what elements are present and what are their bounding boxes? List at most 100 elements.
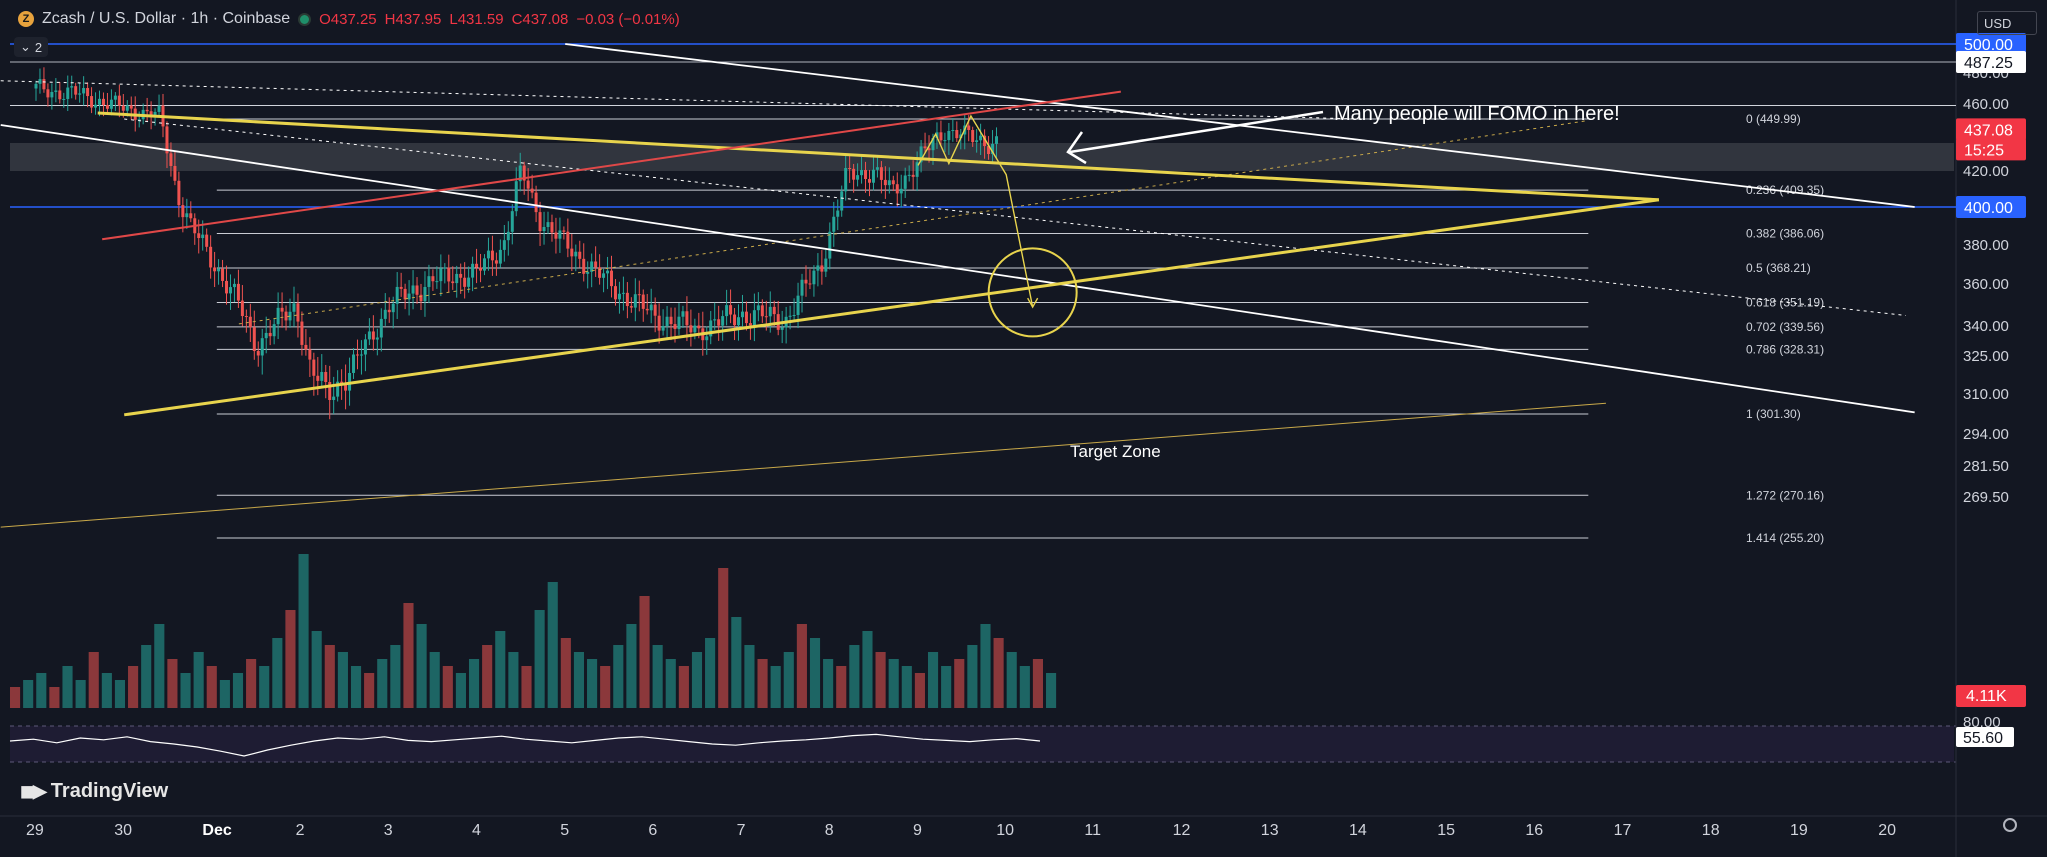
candle-body xyxy=(685,311,689,326)
candle-body xyxy=(625,292,629,307)
candle-body xyxy=(987,146,991,155)
candle-body xyxy=(320,371,324,381)
time-tick-20: 19 xyxy=(1790,822,1808,839)
candle-body xyxy=(276,307,280,325)
candle-body xyxy=(471,263,475,278)
candle-body xyxy=(240,300,244,317)
volume-bar xyxy=(626,624,637,708)
indicators-toggle[interactable]: ⌄ 2 xyxy=(14,37,49,57)
candle-body xyxy=(367,331,371,340)
candle-body xyxy=(332,396,336,401)
candle-body xyxy=(590,261,594,272)
fib-level-label-3: 0.5 (368.21) xyxy=(1746,261,1811,275)
volume-bar xyxy=(652,645,663,708)
volume-bar xyxy=(10,687,21,708)
candle-body xyxy=(578,251,582,259)
candle-body xyxy=(836,210,840,217)
volume-bar xyxy=(88,652,99,708)
candle-body xyxy=(895,184,899,194)
candle-body xyxy=(657,315,661,331)
candle-body xyxy=(328,382,332,401)
candle-body xyxy=(153,111,157,118)
volume-bar xyxy=(193,652,204,708)
volume-bar xyxy=(337,652,348,708)
candle-body xyxy=(740,311,744,318)
candle-body xyxy=(475,263,479,268)
market-status-icon xyxy=(298,12,312,26)
time-tick-14: 13 xyxy=(1261,822,1279,839)
candle-body xyxy=(891,180,895,185)
price-tag-3: 15:25 xyxy=(1964,142,2004,159)
candle-body xyxy=(38,79,42,84)
candle-body xyxy=(840,191,844,211)
time-tick-10: 9 xyxy=(913,822,922,839)
fomo-arrow-line xyxy=(1069,110,1324,154)
candle-body xyxy=(780,327,784,330)
volume-bar xyxy=(888,659,899,708)
candle-body xyxy=(661,325,665,331)
candle-body xyxy=(411,285,415,294)
volume-bar xyxy=(980,624,991,708)
candle-body xyxy=(737,317,741,326)
candle-body xyxy=(46,89,50,98)
candle-body xyxy=(109,99,113,109)
candle-body xyxy=(883,179,887,186)
fib-level-label-5: 0.702 (339.56) xyxy=(1746,320,1824,334)
time-tick-1: 30 xyxy=(114,822,132,839)
volume-bar xyxy=(259,666,270,708)
volume-tag-bg xyxy=(1956,685,2026,707)
tradingview-mark-icon: ◼▶ xyxy=(20,781,47,801)
candle-body xyxy=(526,180,530,189)
currency-button[interactable]: USD xyxy=(1977,11,2037,35)
candle-body xyxy=(197,233,201,239)
volume-bar xyxy=(875,652,886,708)
volume-bar xyxy=(1019,666,1030,708)
candle-body xyxy=(522,165,526,181)
fomo-zone xyxy=(10,143,1954,171)
volume-bar xyxy=(442,666,453,708)
settings-icon[interactable] xyxy=(2003,818,2017,832)
candle-body xyxy=(768,306,772,317)
tradingview-logo[interactable]: ◼▶ TradingView xyxy=(20,780,168,803)
candle-body xyxy=(808,283,812,285)
candle-body xyxy=(451,281,455,284)
candle-body xyxy=(125,105,129,111)
candle-body xyxy=(117,95,121,106)
volume-bar xyxy=(600,666,611,708)
candle-body xyxy=(94,104,98,108)
candle-body xyxy=(50,91,54,98)
candle-body xyxy=(610,270,614,287)
target-zone-circle xyxy=(987,247,1078,338)
volume-bar xyxy=(180,673,191,708)
volume-bar xyxy=(298,554,309,708)
high-value: H437.95 xyxy=(384,10,442,28)
price-tag-4: 400.00 xyxy=(1964,200,2013,217)
candle-body xyxy=(848,167,852,169)
candle-body xyxy=(574,251,578,257)
price-tick-12: 269.50 xyxy=(1963,489,2009,506)
time-tick-2: Dec xyxy=(202,822,231,839)
candle-body xyxy=(621,292,625,294)
candle-body xyxy=(272,324,276,337)
symbol-header[interactable]: Z Zcash / U.S. Dollar · 1h · Coinbase O4… xyxy=(18,10,680,28)
candle-body xyxy=(550,222,554,233)
candle-body xyxy=(459,273,463,278)
candle-body xyxy=(66,87,70,99)
volume-bar xyxy=(823,659,834,708)
volume-bar xyxy=(377,659,388,708)
candle-body xyxy=(379,318,383,338)
candle-body xyxy=(534,192,538,213)
candle-body xyxy=(867,179,871,183)
candle-body xyxy=(205,234,209,247)
time-tick-19: 18 xyxy=(1702,822,1720,839)
candle-body xyxy=(431,276,435,282)
time-tick-21: 20 xyxy=(1878,822,1896,839)
volume-bar xyxy=(718,568,729,708)
volume-bar xyxy=(154,624,165,708)
candle-body xyxy=(725,305,729,317)
volume-bar xyxy=(901,666,912,708)
volume-bar xyxy=(508,652,519,708)
volume-bar xyxy=(849,645,860,708)
candle-body xyxy=(879,167,883,180)
